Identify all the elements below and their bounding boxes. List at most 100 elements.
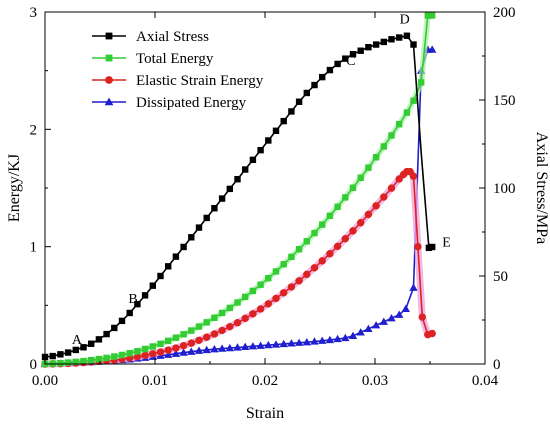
data-point [287, 283, 296, 291]
data-point [310, 337, 319, 345]
data-point [403, 32, 411, 39]
data-point [311, 229, 318, 237]
point-label-d: D [400, 13, 410, 28]
data-point [202, 345, 211, 354]
data-point [418, 313, 426, 321]
legend-item-total-energy: Total Energy [92, 51, 214, 67]
data-point [225, 343, 234, 352]
x-tick-label: 0.03 [362, 373, 388, 389]
series-axial-stress [41, 32, 436, 361]
data-point [95, 336, 103, 343]
y-tick-label-left: 0 [30, 357, 38, 373]
data-point [319, 73, 326, 81]
x-tick-label: 0.02 [252, 373, 278, 389]
data-point [395, 310, 404, 318]
data-point [103, 354, 110, 362]
data-point [302, 337, 311, 346]
data-point [187, 339, 195, 347]
legend-label: Elastic Strain Energy [136, 73, 264, 89]
data-point [264, 300, 272, 308]
data-point [272, 127, 280, 134]
data-point [179, 341, 188, 350]
data-point [234, 176, 241, 183]
y-tick-label-left: 3 [30, 5, 38, 21]
data-point [248, 342, 258, 350]
data-point [118, 351, 126, 359]
legend-marker [105, 54, 113, 62]
series-total-energy [41, 12, 436, 368]
y-tick-label-right: 0 [493, 357, 501, 373]
data-point [295, 98, 303, 105]
data-point [133, 353, 142, 361]
data-point [141, 351, 149, 360]
data-point [388, 36, 395, 43]
data-point [179, 348, 188, 356]
data-point [303, 238, 310, 245]
legend-marker [105, 32, 113, 40]
data-point [256, 341, 265, 349]
data-point [111, 324, 118, 332]
data-point [249, 156, 257, 164]
data-point [172, 253, 180, 260]
data-point [126, 350, 133, 357]
data-point [164, 346, 172, 354]
data-point [372, 41, 380, 48]
data-point [348, 331, 358, 339]
data-point [364, 324, 373, 332]
data-point [279, 339, 288, 348]
data-point [349, 227, 357, 235]
data-point [396, 34, 403, 41]
data-point [265, 275, 272, 282]
data-point [424, 12, 431, 19]
series-line [44, 14, 433, 365]
data-point [429, 243, 436, 251]
data-point [188, 234, 195, 241]
data-point [134, 300, 141, 308]
data-point [156, 348, 165, 356]
data-point [194, 346, 204, 354]
data-point [409, 172, 418, 180]
data-point [357, 219, 365, 227]
data-point [72, 358, 79, 366]
data-point [149, 350, 157, 358]
data-point [241, 314, 249, 323]
data-point [387, 184, 396, 192]
series-halo [44, 168, 434, 368]
data-point [325, 335, 335, 344]
legend: Axial Stress Total Energy Elastic Strain E… [92, 29, 264, 111]
data-point [217, 344, 227, 352]
legend-label: Dissipated Energy [136, 95, 247, 111]
data-point [371, 321, 381, 329]
data-point [357, 47, 364, 54]
data-point [226, 304, 233, 312]
data-point [280, 261, 287, 268]
data-point [141, 292, 149, 299]
data-point [271, 340, 281, 348]
legend-item-dissipated-energy: Dissipated Energy [92, 95, 247, 111]
data-point [49, 352, 56, 360]
data-point [211, 205, 218, 212]
data-point [326, 250, 334, 258]
data-point [242, 293, 249, 301]
legend-item-elastic-strain-energy: Elastic Strain Energy [92, 73, 264, 89]
x-axis-title: Strain [246, 405, 284, 422]
y-tick-label-right: 200 [493, 5, 516, 21]
data-point [157, 272, 164, 280]
point-label-b: B [128, 292, 137, 307]
data-point [318, 336, 327, 344]
data-point [287, 339, 296, 347]
data-point [318, 257, 326, 265]
data-point [380, 193, 388, 201]
data-point [409, 283, 418, 291]
legend-marker [105, 76, 113, 84]
data-point [372, 202, 380, 210]
data-point [157, 340, 164, 348]
data-point [57, 351, 64, 358]
data-point [418, 79, 425, 86]
y-tick-label-right: 50 [493, 269, 508, 285]
data-point [372, 154, 380, 161]
x-tick-label: 0.01 [142, 373, 168, 389]
series-line [44, 34, 433, 358]
data-point [388, 132, 395, 139]
